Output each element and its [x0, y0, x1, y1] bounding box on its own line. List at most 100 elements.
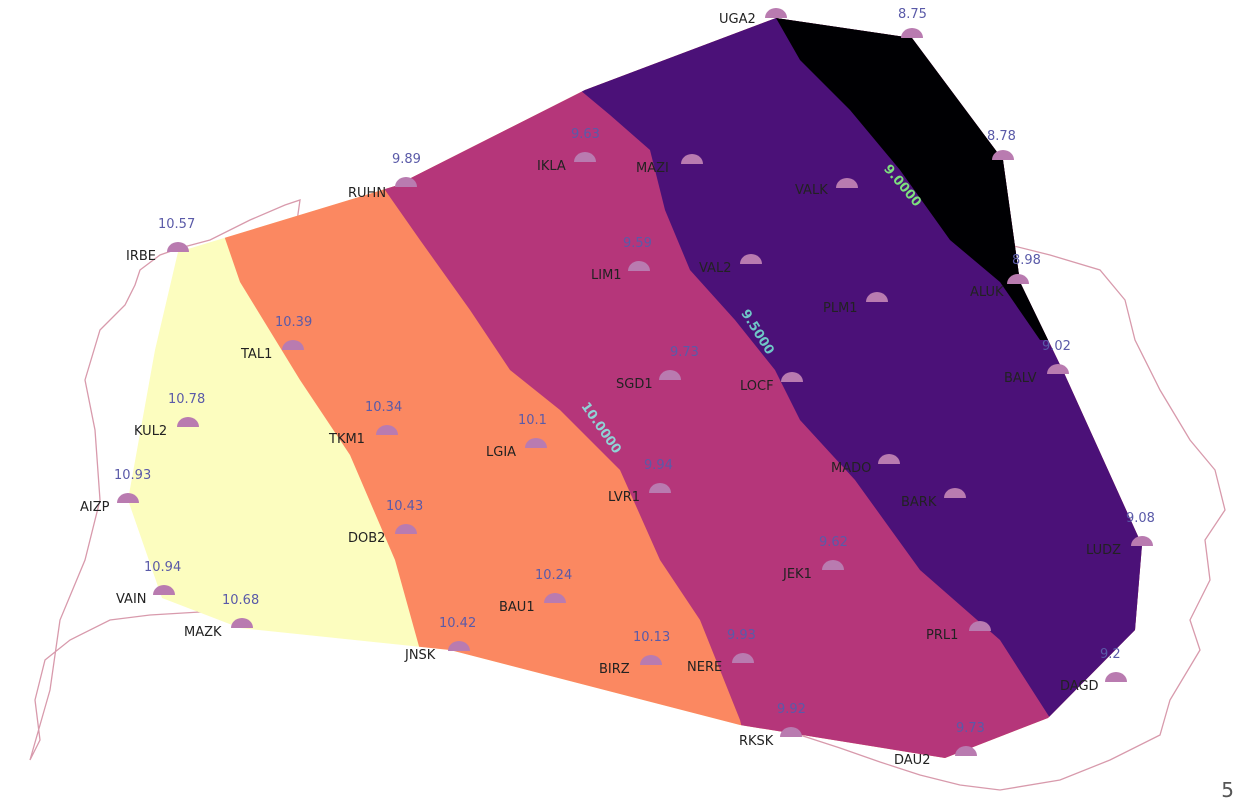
station-marker[interactable]: BAU1 10.24	[499, 568, 572, 615]
station-marker[interactable]: TKM1 10.34	[328, 400, 402, 447]
station-marker[interactable]: JEK1 9.62	[782, 535, 848, 582]
station-value: 9.94	[644, 458, 673, 473]
station-marker[interactable]: LUDZ 9.08	[1086, 511, 1155, 558]
station-dome-icon	[448, 641, 470, 651]
station-dome-icon	[780, 727, 802, 737]
station-marker[interactable]: LGIA 10.1	[486, 413, 547, 460]
station-value: 9.93	[727, 628, 756, 643]
station-marker[interactable]: VAIN 10.94	[116, 560, 181, 607]
station-marker[interactable]: 8.78	[987, 129, 1016, 160]
station-marker[interactable]: BALV 9.02	[1004, 339, 1071, 386]
station-value: 9.59	[623, 236, 652, 251]
station-name: MADO	[831, 461, 871, 476]
station-marker[interactable]: VALK	[795, 178, 858, 198]
station-marker[interactable]: 8.75	[898, 7, 927, 38]
station-dome-icon	[781, 372, 803, 382]
station-dome-icon	[822, 560, 844, 570]
station-name: DAU2	[894, 753, 930, 768]
station-name: LVR1	[608, 490, 640, 505]
station-marker[interactable]: NERE 9.93	[687, 628, 756, 675]
station-name: NERE	[687, 660, 722, 675]
station-marker[interactable]: LIM1 9.59	[591, 236, 652, 283]
station-name: DOB2	[348, 531, 385, 546]
station-marker[interactable]: DAU2 9.73	[894, 721, 985, 768]
station-value: 10.1	[518, 413, 547, 428]
station-name: VAL2	[699, 261, 731, 276]
station-dome-icon	[681, 154, 703, 164]
station-marker[interactable]: DAGD 9.2	[1060, 647, 1127, 694]
station-marker[interactable]: IKLA 9.63	[537, 127, 600, 174]
station-value: 9.08	[1126, 511, 1155, 526]
station-dome-icon	[732, 653, 754, 663]
station-marker[interactable]: BIRZ 10.13	[599, 630, 670, 677]
station-marker[interactable]: PRL1	[926, 621, 991, 643]
station-value: 10.57	[158, 217, 195, 232]
station-dome-icon	[866, 292, 888, 302]
station-name: LUDZ	[1086, 543, 1121, 558]
station-value: 10.68	[222, 593, 259, 608]
station-marker[interactable]: MAZI	[636, 154, 703, 176]
station-name: ALUK	[970, 285, 1004, 300]
station-name: RKSK	[739, 734, 774, 749]
station-marker[interactable]: BARK	[901, 488, 966, 510]
station-value: 10.78	[168, 392, 205, 407]
station-marker[interactable]: LVR1 9.94	[608, 458, 673, 505]
station-name: PRL1	[926, 628, 958, 643]
page-number: 5	[1221, 778, 1234, 802]
station-marker[interactable]: PLM1	[823, 292, 888, 316]
station-marker[interactable]: UGA2	[719, 8, 787, 27]
station-dome-icon	[544, 593, 566, 603]
station-value: 9.89	[392, 152, 421, 167]
station-dome-icon	[659, 370, 681, 380]
station-dome-icon	[1047, 364, 1069, 374]
station-name: JNSK	[404, 648, 436, 663]
station-dome-icon	[525, 438, 547, 448]
station-value: 9.62	[819, 535, 848, 550]
station-dome-icon	[836, 178, 858, 188]
station-marker[interactable]: JNSK 10.42	[404, 616, 476, 663]
station-value: 9.73	[956, 721, 985, 736]
station-value: 8.98	[1012, 253, 1041, 268]
station-marker[interactable]: RUHN 9.89	[348, 152, 421, 201]
station-dome-icon	[153, 585, 175, 595]
station-marker[interactable]: VAL2	[699, 254, 762, 276]
station-name: SGD1	[616, 377, 653, 392]
station-name: MAZK	[184, 625, 222, 640]
station-marker[interactable]: AIZP 10.93	[80, 468, 151, 515]
station-name: TKM1	[328, 432, 365, 447]
station-marker[interactable]: RKSK 9.92	[739, 702, 806, 749]
station-value: 8.78	[987, 129, 1016, 144]
station-dome-icon	[944, 488, 966, 498]
station-name: IRBE	[126, 249, 156, 264]
station-dome-icon	[231, 618, 253, 628]
station-name: VALK	[795, 183, 828, 198]
station-marker[interactable]: TAL1 10.39	[240, 315, 312, 362]
station-dome-icon	[1007, 274, 1029, 284]
station-name: AIZP	[80, 500, 110, 515]
station-name: MAZI	[636, 161, 669, 176]
station-marker[interactable]: SGD1 9.73	[616, 345, 699, 392]
station-name: RUHN	[348, 186, 386, 201]
station-dome-icon	[878, 454, 900, 464]
station-marker[interactable]: ALUK 8.98	[970, 253, 1041, 300]
station-marker[interactable]: IRBE 10.57	[126, 217, 195, 264]
station-marker[interactable]: DOB2 10.43	[348, 499, 423, 546]
station-value: 10.34	[365, 400, 402, 415]
station-dome-icon	[177, 417, 199, 427]
station-value: 10.94	[144, 560, 181, 575]
station-marker[interactable]: MAZK 10.68	[184, 593, 259, 640]
station-name: LGIA	[486, 445, 516, 460]
station-dome-icon	[1131, 536, 1153, 546]
station-value: 10.24	[535, 568, 572, 583]
station-dome-icon	[282, 340, 304, 350]
station-value: 10.39	[275, 315, 312, 330]
station-value: 9.63	[571, 127, 600, 142]
station-marker[interactable]: MADO	[831, 454, 900, 476]
station-name: LOCF	[740, 379, 774, 394]
station-dome-icon	[1105, 672, 1127, 682]
station-marker[interactable]: LOCF	[740, 372, 803, 394]
station-marker[interactable]: KUL2 10.78	[134, 392, 205, 439]
station-dome-icon	[992, 150, 1014, 160]
station-dome-icon	[640, 655, 662, 665]
